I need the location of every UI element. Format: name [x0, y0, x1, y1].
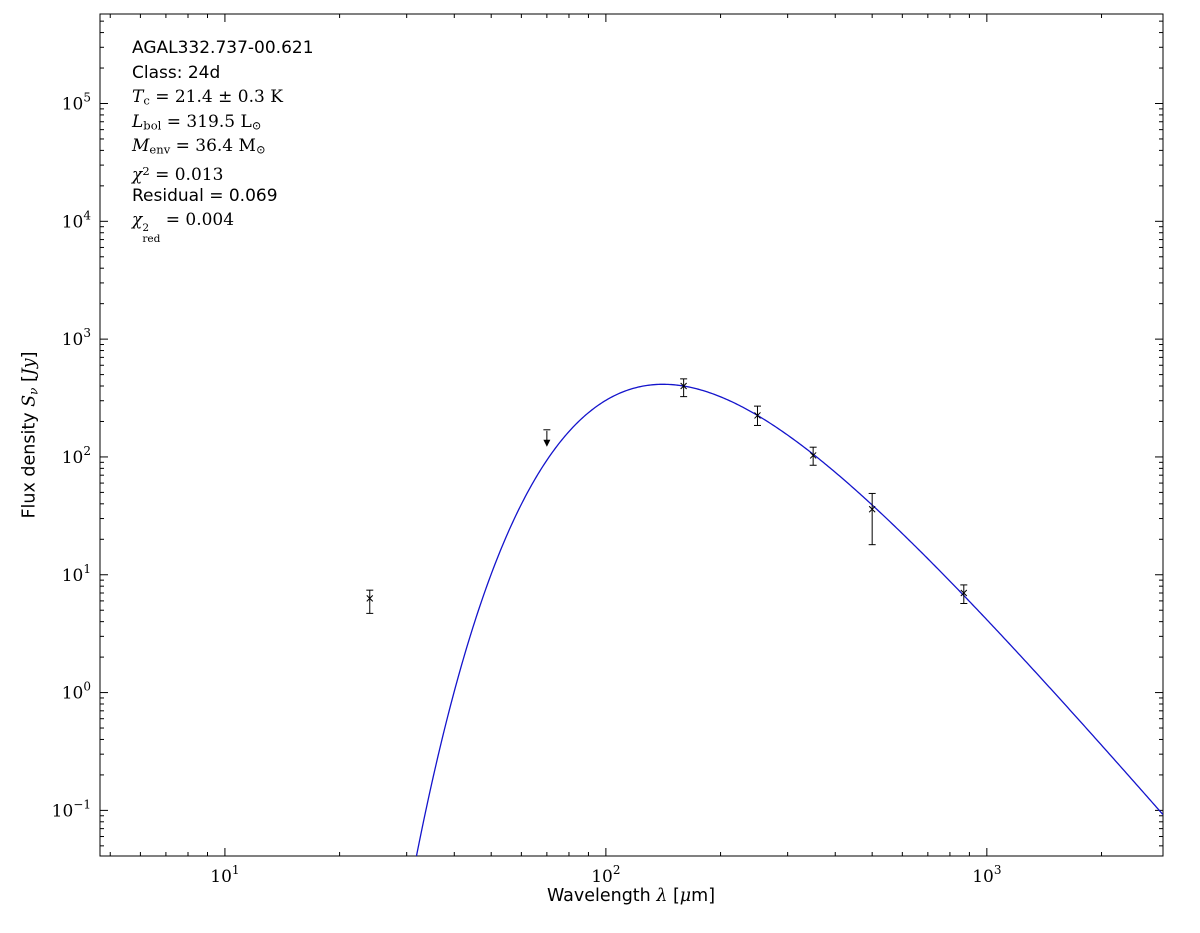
annotation-line: χ 2 red = 0.004	[132, 210, 235, 246]
annotation-line: Tc = 21.4 ± 0.3 K	[132, 87, 283, 108]
y-axis-tick-labels: 10−1 100 101 102 103 104 105	[52, 90, 92, 821]
svg-text:105: 105	[62, 90, 91, 114]
svg-text:101: 101	[210, 863, 239, 887]
axis-ticks	[100, 14, 1163, 856]
svg-text:101: 101	[62, 562, 91, 586]
svg-text:103: 103	[972, 863, 1001, 887]
svg-text:102: 102	[591, 863, 620, 887]
model-curve	[415, 383, 1163, 856]
svg-text:100: 100	[62, 680, 91, 704]
data-point-70um	[543, 429, 551, 447]
annotation-line: Lbol = 319.5 L⊙	[132, 111, 262, 133]
svg-text:102: 102	[62, 444, 91, 468]
annotation-line: χ2 = 0.013	[132, 163, 224, 186]
x-axis-tick-labels: 101 102 103	[210, 863, 1001, 887]
data-point-160um	[680, 378, 688, 398]
annotation-line: AGAL332.737-00.621	[132, 38, 314, 58]
annotation-line: Menv = 36.4 M⊙	[132, 136, 266, 157]
annotation-line: Residual = 0.069	[132, 185, 278, 206]
data-point-350um	[809, 446, 817, 466]
annotation-line: Class: 24d	[132, 62, 221, 83]
data-point-24um	[366, 589, 374, 614]
y-axis-label: Flux density Sν [Jy]	[19, 351, 41, 519]
data-point-870um	[960, 584, 968, 605]
x-axis-label: Wavelength λ [μm]	[546, 886, 716, 906]
stacked-scripts: 2 red	[142, 221, 161, 246]
data-point-500um	[868, 492, 876, 546]
annotation-block: AGAL332.737-00.621 Class: 24d Tc = 21.4 ± …	[132, 36, 314, 246]
upper-limit-arrow	[543, 439, 551, 447]
svg-text:10−1: 10−1	[52, 797, 91, 821]
data-point-250um	[753, 405, 761, 426]
plot-frame	[99, 13, 1164, 857]
svg-text:104: 104	[62, 208, 92, 232]
data-points	[366, 378, 968, 614]
svg-text:103: 103	[62, 326, 91, 350]
